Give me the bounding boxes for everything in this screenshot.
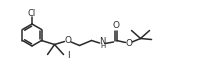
Text: H: H bbox=[100, 43, 105, 49]
Text: O: O bbox=[64, 36, 71, 45]
Text: O: O bbox=[125, 39, 132, 48]
Text: N: N bbox=[99, 38, 106, 47]
Text: O: O bbox=[112, 22, 119, 31]
Text: Cl: Cl bbox=[28, 8, 36, 18]
Text: I: I bbox=[67, 51, 69, 61]
